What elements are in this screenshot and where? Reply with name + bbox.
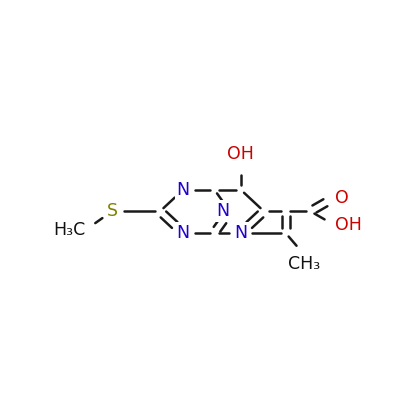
Text: S: S [106, 202, 118, 220]
Text: N: N [217, 202, 230, 220]
Text: O: O [334, 189, 348, 207]
Text: CH₃: CH₃ [288, 255, 320, 273]
Text: N: N [177, 181, 190, 199]
Text: H₃C: H₃C [54, 221, 86, 239]
Text: OH: OH [334, 216, 362, 234]
Text: N: N [234, 224, 247, 242]
Text: N: N [177, 224, 190, 242]
Text: OH: OH [227, 145, 254, 163]
